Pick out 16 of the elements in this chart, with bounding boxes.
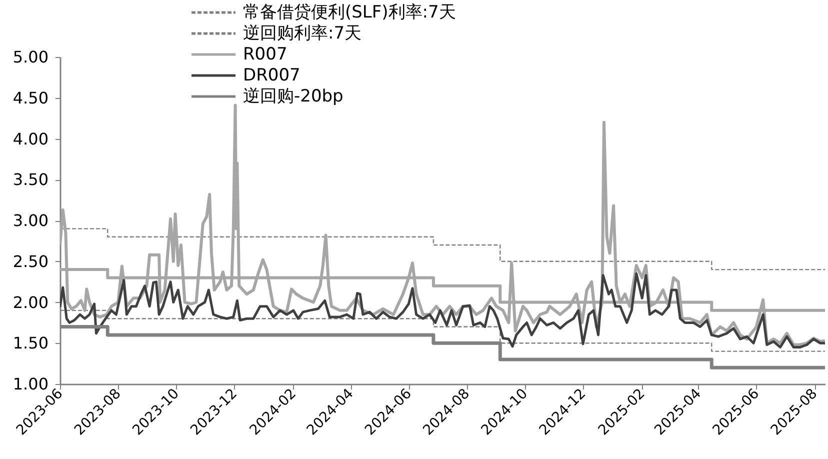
y-tick-label: 2.00 bbox=[12, 292, 48, 312]
legend-label: DR007 bbox=[243, 66, 300, 86]
legend-label: 逆回购利率:7天 bbox=[243, 24, 362, 44]
legend-label: 常备借贷便利(SLF)利率:7天 bbox=[243, 2, 456, 22]
y-tick-label: 5.00 bbox=[12, 48, 48, 66]
y-tick-label: 1.50 bbox=[12, 334, 48, 353]
y-tick-label: 3.00 bbox=[12, 211, 48, 230]
y-tick-label: 1.00 bbox=[12, 374, 48, 394]
line-series bbox=[60, 272, 825, 348]
y-tick-label: 3.50 bbox=[12, 170, 48, 190]
y-tick-label: 2.50 bbox=[12, 252, 48, 271]
legend-label: 逆回购-20bp bbox=[243, 86, 344, 106]
y-tick-label: 4.00 bbox=[12, 129, 48, 148]
line-series bbox=[60, 104, 825, 346]
y-tick-label: 4.50 bbox=[12, 88, 48, 108]
legend-label: R007 bbox=[243, 44, 288, 64]
